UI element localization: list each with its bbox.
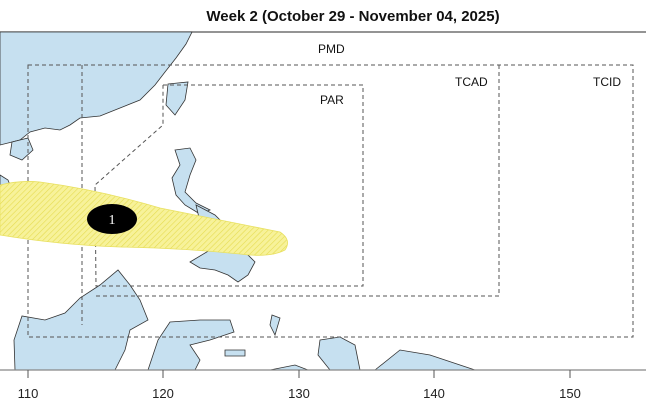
x-tick-label: 120 [152,386,174,401]
land-small-islands [224,349,309,371]
land-halmahera [269,314,281,337]
par-label: PAR [320,93,344,107]
land-taiwan [165,81,189,116]
land-papua [317,336,476,371]
par-boundary [94,84,364,287]
cyclone-marker [87,204,137,234]
land-borneo [13,269,149,371]
x-tick-label: 150 [559,386,581,401]
x-tick-label: 110 [18,386,39,401]
cyclone-forecast-area [0,181,288,256]
pmd-label: PMD [318,42,345,56]
x-tick-label: 130 [288,386,310,401]
landmasses [0,31,476,371]
map-title: Week 2 (October 29 - November 04, 2025) [206,8,500,25]
x-axis: 110 120 130 140 150 [18,370,581,401]
land-sulawesi [147,319,235,371]
tcad-label: TCAD [455,75,488,89]
cyclone-marker-label: 1 [109,213,116,228]
land-china [0,31,193,146]
tcad-boundary [96,65,500,297]
land-luzon [171,147,211,215]
tcid-label: TCID [593,75,621,89]
x-tick-label: 140 [423,386,445,401]
land-hainan [9,137,34,161]
